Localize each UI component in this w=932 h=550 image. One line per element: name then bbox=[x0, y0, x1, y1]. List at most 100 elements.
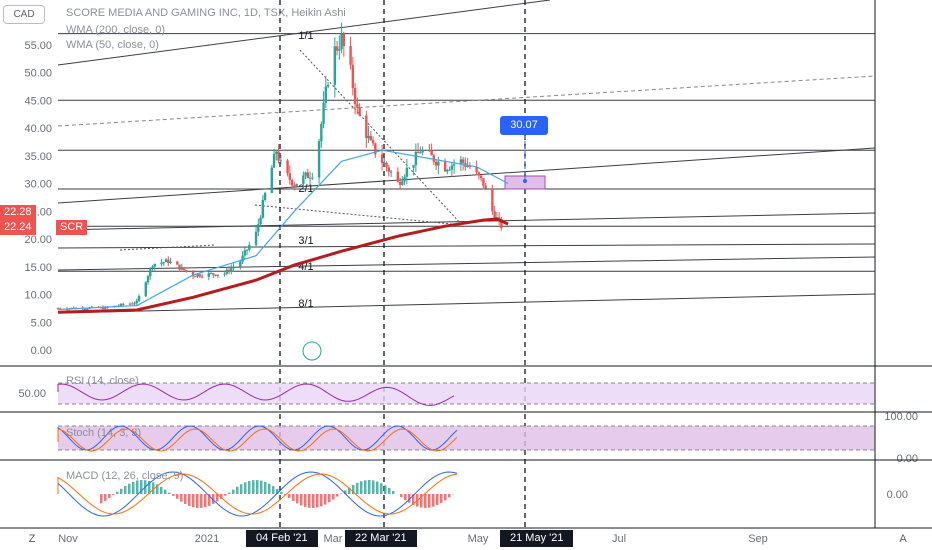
macd-histogram-bar bbox=[436, 494, 439, 506]
candle-body bbox=[349, 45, 352, 65]
candle-body bbox=[261, 200, 265, 218]
candle-body bbox=[335, 46, 339, 51]
candle-body bbox=[288, 173, 292, 180]
wma50-line bbox=[57, 149, 509, 311]
candle-body bbox=[398, 181, 402, 185]
macd-histogram-bar bbox=[296, 494, 299, 504]
macd-histogram-bar bbox=[320, 494, 323, 507]
macd-histogram-bar bbox=[444, 494, 447, 501]
stoch-tick-low: 0.00 bbox=[897, 453, 918, 465]
candle-body bbox=[500, 218, 503, 229]
macd-histogram-bar bbox=[196, 494, 199, 508]
candle-body bbox=[383, 162, 386, 164]
macd-histogram-bar bbox=[340, 493, 343, 494]
candle-body bbox=[306, 172, 310, 179]
candle-body bbox=[414, 151, 418, 166]
triangle-lower bbox=[254, 204, 463, 226]
candle-body bbox=[254, 231, 258, 245]
candle-body bbox=[403, 176, 406, 182]
auto-scale-button[interactable]: A bbox=[899, 533, 907, 545]
candle-body bbox=[437, 161, 440, 166]
currency-badge[interactable]: CAD bbox=[3, 5, 45, 24]
macd-histogram-bar bbox=[356, 482, 359, 494]
macd-label[interactable]: MACD (12, 26, close, 9) bbox=[66, 470, 184, 482]
candle-body bbox=[279, 160, 283, 162]
candle-body bbox=[405, 167, 409, 177]
candle-body bbox=[302, 175, 305, 184]
candle-body bbox=[180, 267, 183, 270]
target-callout[interactable]: 30.07 bbox=[500, 116, 548, 135]
macd-histogram-bar bbox=[224, 494, 227, 496]
candle-body bbox=[320, 123, 323, 142]
x-tick-label: Jul bbox=[612, 533, 626, 545]
macd-histogram-bar bbox=[232, 489, 235, 494]
candle-body bbox=[191, 271, 195, 277]
candle-body bbox=[358, 107, 361, 116]
macd-histogram-bar bbox=[440, 494, 443, 503]
date-tag-mar: 22 Mar '21 bbox=[345, 530, 417, 547]
legend-wma50[interactable]: WMA (50, close, 0) bbox=[66, 39, 159, 51]
macd-histogram-bar bbox=[120, 488, 123, 494]
wma200-line bbox=[57, 217, 509, 314]
candle-body bbox=[104, 306, 107, 309]
macd-histogram-bar bbox=[392, 491, 395, 494]
y-tick-label: 20.00 bbox=[24, 234, 52, 246]
candle-body bbox=[322, 102, 325, 124]
macd-histogram-bar bbox=[304, 494, 307, 507]
legend-wma200[interactable]: WMA (200, close, 0) bbox=[66, 24, 166, 36]
macd-histogram-bar bbox=[448, 494, 451, 498]
candle-body bbox=[86, 308, 89, 310]
macd-histogram-bar bbox=[432, 494, 435, 507]
symbol-tag: SCR bbox=[56, 220, 88, 235]
price-tag-close: 22.24 bbox=[0, 220, 36, 235]
candle-body bbox=[241, 255, 244, 262]
macd-histogram-bar bbox=[380, 483, 383, 494]
candle-body bbox=[369, 135, 373, 141]
macd-histogram-bar bbox=[428, 494, 431, 508]
candle-body bbox=[468, 165, 472, 167]
candle-body bbox=[131, 303, 134, 305]
candle-body bbox=[230, 268, 233, 272]
candle-body bbox=[196, 274, 199, 277]
candle-body bbox=[356, 104, 359, 108]
candle-body bbox=[448, 169, 451, 171]
macd-histogram-bar bbox=[368, 480, 371, 494]
candle-body bbox=[83, 309, 87, 311]
trend-line-6 bbox=[57, 293, 876, 314]
y-tick-label: 5.00 bbox=[31, 317, 52, 329]
candle-body bbox=[119, 303, 123, 306]
macd-histogram-bar bbox=[168, 492, 171, 494]
candle-body bbox=[326, 84, 330, 87]
rsi-label[interactable]: RSI (14, close) bbox=[66, 375, 139, 387]
candle-body bbox=[160, 262, 163, 264]
macd-histogram-bar bbox=[104, 494, 107, 501]
macd-histogram-bar bbox=[376, 481, 379, 494]
y-tick-label: 50.00 bbox=[24, 68, 52, 80]
macd-histogram-bar bbox=[312, 494, 315, 508]
candle-body bbox=[227, 269, 231, 272]
candle-body bbox=[401, 181, 404, 185]
candle-body bbox=[151, 266, 154, 269]
macd-histogram-bar bbox=[260, 480, 263, 494]
stoch-tick-high: 100.00 bbox=[884, 411, 918, 423]
candle-body bbox=[286, 160, 289, 174]
candle-body bbox=[484, 185, 487, 189]
macd-histogram-bar bbox=[276, 488, 279, 494]
candle-body bbox=[167, 259, 170, 264]
candle-body bbox=[491, 188, 494, 212]
zoom-button[interactable]: Z bbox=[28, 533, 36, 545]
stoch-band bbox=[58, 426, 875, 450]
candle-body bbox=[308, 177, 312, 179]
candle-body bbox=[338, 49, 341, 51]
candle-body bbox=[387, 167, 391, 172]
stoch-label[interactable]: Stoch (14, 3, 3) bbox=[66, 427, 142, 439]
candle-body bbox=[367, 135, 370, 139]
candle-body bbox=[259, 217, 262, 225]
candle-body bbox=[333, 46, 337, 85]
y-tick-label: 10.00 bbox=[24, 290, 52, 302]
indicator-panes: 50.00 100.00 0.00 0.00 bbox=[18, 382, 918, 517]
candle-body bbox=[342, 33, 346, 46]
macd-histogram-bar bbox=[184, 494, 187, 505]
